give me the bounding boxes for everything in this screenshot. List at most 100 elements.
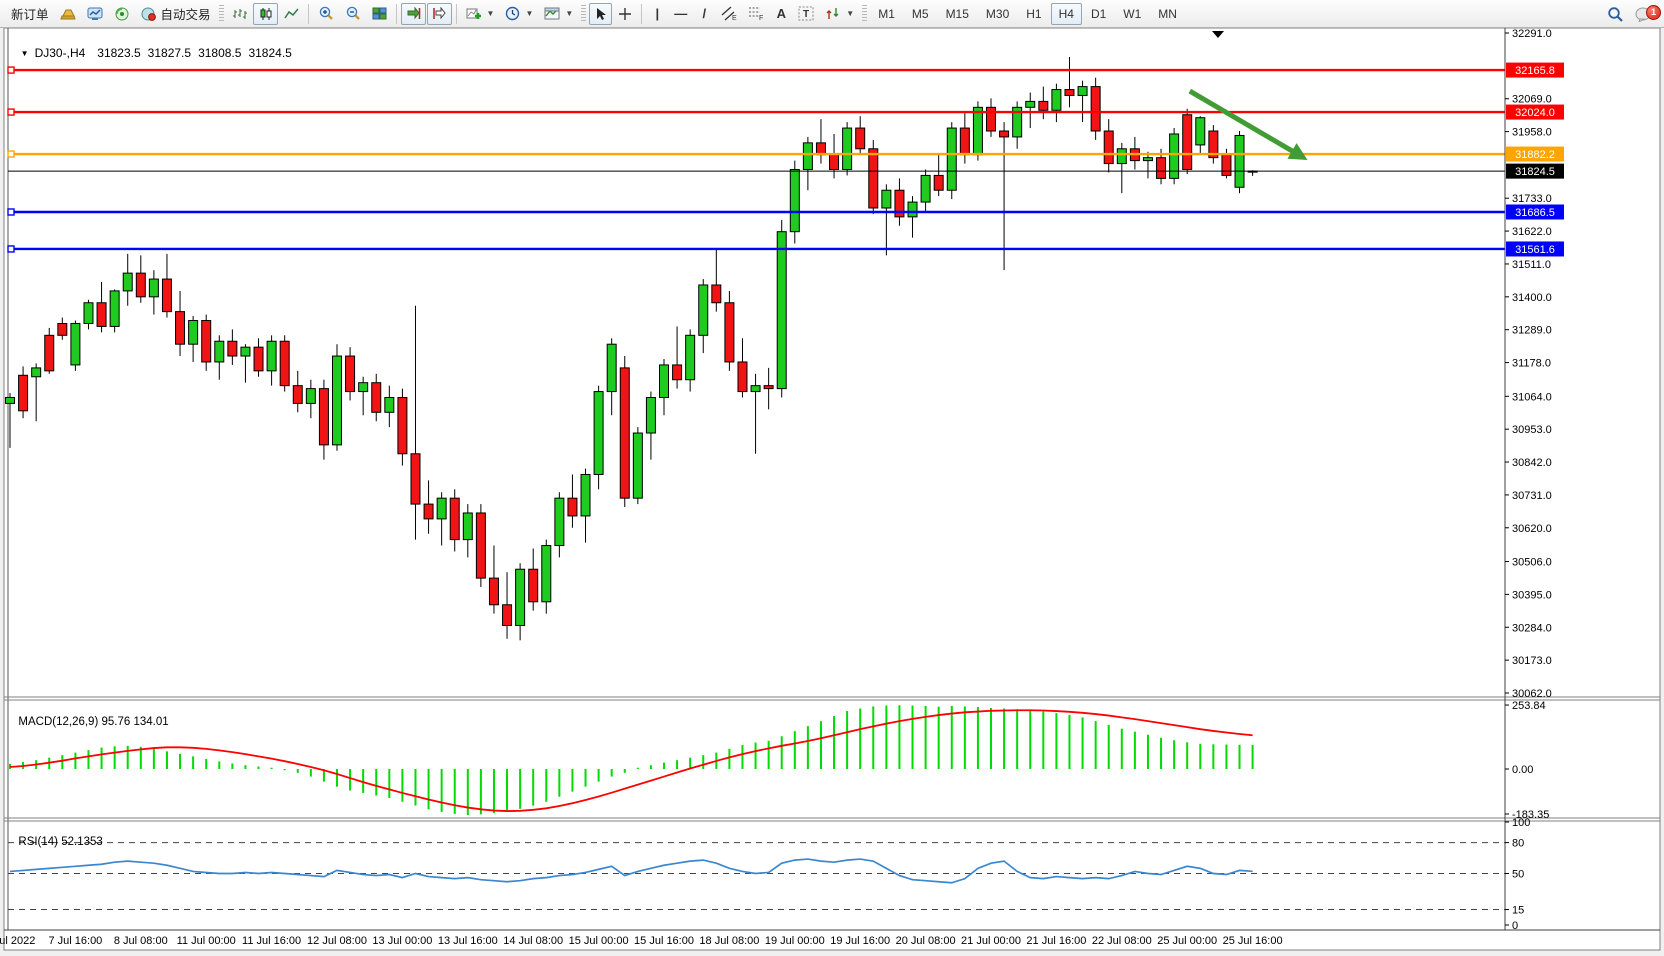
template-button[interactable]: ▼ — [539, 3, 578, 25]
timeframe-w1-button[interactable]: W1 — [1123, 6, 1142, 21]
fibonacci-tool-button[interactable]: F — [743, 3, 769, 25]
price-tag-label: 31561.6 — [1515, 244, 1555, 256]
price-tick-label: 31511.0 — [1512, 259, 1551, 271]
gold-ingot-icon-button[interactable] — [55, 3, 81, 25]
time-axis-label: 14 Jul 08:00 — [503, 935, 563, 947]
text-tool-button[interactable]: A — [770, 3, 792, 25]
channel-tool-button[interactable]: E — [716, 3, 742, 25]
timeframe-h1-button[interactable]: H1 — [1026, 6, 1042, 21]
zoom-in-icon — [319, 6, 333, 20]
time-axis-label: 12 Jul 08:00 — [307, 935, 367, 947]
candle-body — [632, 432, 643, 499]
line-handle[interactable] — [7, 208, 15, 216]
zoom-out-button[interactable] — [340, 3, 366, 25]
price-tick-label: 30395.0 — [1512, 589, 1552, 601]
candle-body — [18, 374, 29, 412]
time-axis-label: 19 Jul 16:00 — [830, 935, 890, 947]
trend-arrow-head[interactable] — [1287, 143, 1308, 161]
ohlc-open: 31823.5 — [97, 46, 141, 60]
horizontal-line-icon: — — [674, 6, 688, 21]
timeframe-m5-button[interactable]: M5 — [911, 6, 929, 21]
cursor-icon — [597, 7, 607, 20]
candle-body — [829, 154, 840, 171]
horizontal-line-tool-button[interactable]: — — [669, 3, 692, 25]
candle-body — [227, 340, 238, 357]
trend-arrow-annotation[interactable] — [1188, 88, 1301, 158]
candle-body — [959, 127, 970, 156]
candle-body — [946, 127, 957, 191]
candle-body — [1182, 114, 1193, 171]
candlestick-chart-type-button[interactable] — [252, 2, 278, 25]
candle-body — [175, 311, 186, 345]
candle-body — [410, 453, 421, 505]
arrows-tool-button[interactable]: ▼ — [820, 3, 859, 25]
bar-chart-type-button[interactable] — [227, 3, 252, 25]
autotrade-button[interactable]: 自动交易 — [136, 3, 216, 25]
dropdown-caret-icon: ▼ — [565, 9, 574, 18]
vertical-line-tool-button[interactable]: | — [646, 3, 668, 25]
chart-shift-button[interactable] — [426, 2, 452, 25]
timeframe-m1-button[interactable]: M1 — [878, 6, 895, 21]
add-indicator-button[interactable]: ▼ — [461, 3, 500, 25]
toolbar-separator — [395, 3, 397, 24]
crosshair-tool-button[interactable] — [613, 3, 637, 25]
timeframe-m30-button[interactable]: M30 — [985, 6, 1010, 21]
candle-body — [1090, 86, 1101, 132]
time-axis-label: 21 Jul 00:00 — [961, 935, 1021, 947]
candle-body — [711, 284, 722, 304]
chart-shift-marker[interactable] — [1212, 31, 1224, 38]
rsi-scale-label: 80 — [1512, 838, 1524, 850]
line-handle[interactable] — [7, 66, 15, 74]
line-handle[interactable] — [7, 150, 15, 158]
timeframe-mn-button[interactable]: MN — [1158, 6, 1177, 21]
time-axis-label: 20 Jul 08:00 — [896, 935, 956, 947]
candle-body — [122, 272, 133, 292]
fibonacci-icon: F — [749, 7, 764, 21]
line-chart-type-button[interactable] — [279, 3, 304, 25]
symbol-period-label: DJ30-,H4 — [34, 46, 86, 60]
rsi-line — [9, 858, 1253, 884]
cursor-tool-button[interactable] — [589, 2, 613, 25]
svg-text:T: T — [803, 9, 809, 20]
timeframe-d1-button[interactable]: D1 — [1090, 6, 1107, 21]
chart-shift-icon — [432, 6, 446, 19]
time-axis-label: 11 Jul 00:00 — [177, 935, 236, 947]
new-order-button[interactable]: 新订单 — [6, 3, 54, 25]
period-button[interactable]: ▼ — [500, 3, 538, 25]
timeframe-m15-button[interactable]: M15 — [945, 6, 969, 21]
notifications-button[interactable]: 1 — [1630, 3, 1661, 25]
time-axis-label: 13 Jul 00:00 — [372, 935, 432, 947]
terminal-window-icon-button[interactable] — [82, 3, 108, 25]
candle-body — [266, 340, 277, 372]
line-handle[interactable] — [7, 108, 15, 116]
candle-body — [371, 382, 382, 413]
price-tag-label: 32024.0 — [1515, 107, 1555, 119]
candle-body — [737, 361, 748, 393]
candle-body — [279, 340, 290, 387]
arrow-objects-icon — [826, 8, 839, 19]
zoom-in-button[interactable] — [313, 3, 339, 25]
auto-scroll-icon — [407, 6, 420, 19]
timeframe-h4-button[interactable]: H4 — [1050, 2, 1082, 25]
time-axis-label: 25 Jul 16:00 — [1223, 935, 1283, 947]
one-click-trading-caret-icon[interactable]: ▼ — [20, 49, 29, 58]
signal-icon-button[interactable] — [109, 3, 135, 25]
candle-body — [240, 346, 251, 357]
candle-body — [933, 174, 944, 191]
text-label-tool-button[interactable]: T — [793, 3, 819, 25]
auto-scroll-button[interactable] — [400, 2, 426, 25]
search-button[interactable] — [1602, 3, 1629, 25]
line-chart-icon — [283, 8, 299, 18]
line-handle[interactable] — [7, 245, 15, 253]
gold-ingot-icon — [59, 9, 76, 19]
time-axis-label: 21 Jul 16:00 — [1026, 935, 1086, 947]
trendline-tool-button[interactable]: / — [693, 3, 715, 25]
svg-text:F: F — [759, 15, 763, 21]
toolbar-separator — [641, 3, 643, 24]
time-axis-label: 19 Jul 00:00 — [765, 935, 825, 947]
ohlc-close: 31824.5 — [248, 46, 292, 60]
candle-body — [57, 322, 68, 336]
tile-windows-button[interactable] — [367, 3, 392, 25]
candle-body — [5, 396, 15, 404]
